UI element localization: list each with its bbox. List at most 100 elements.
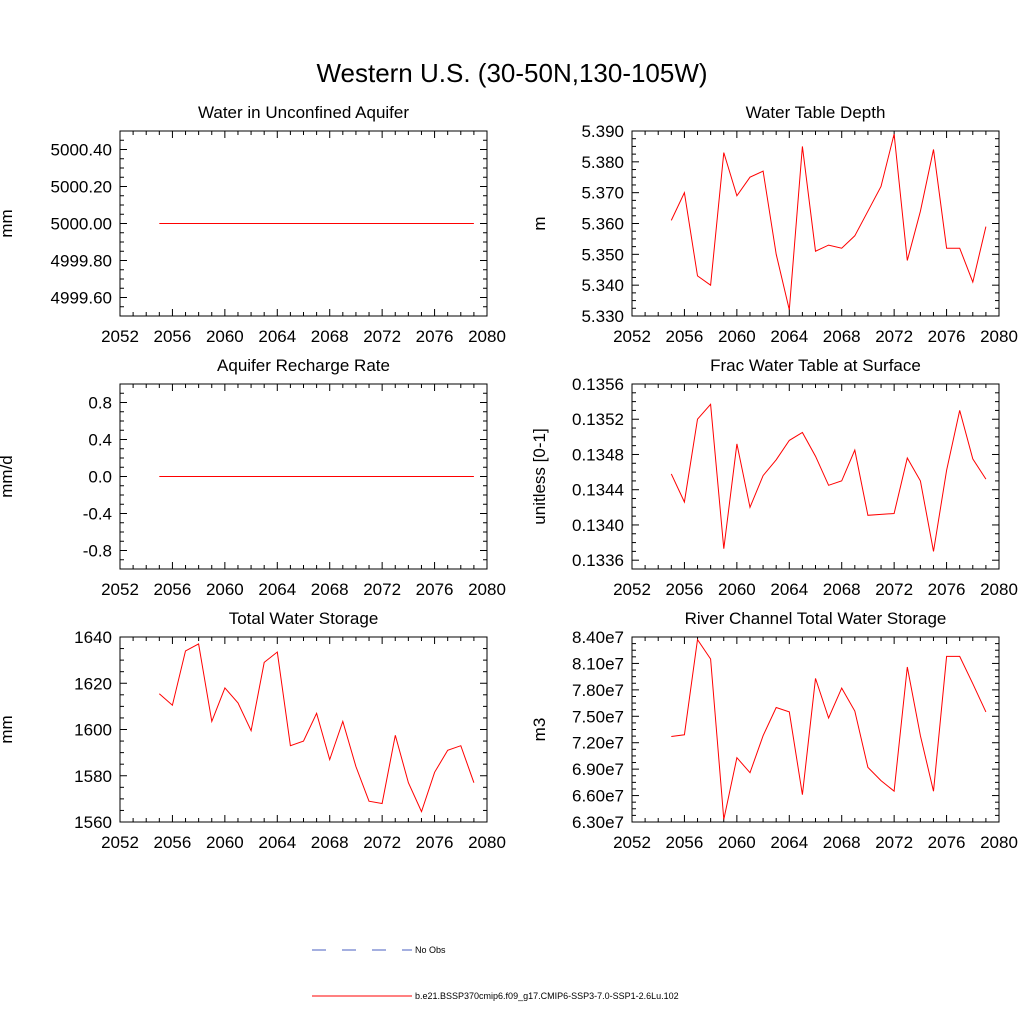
- series-line: [671, 638, 987, 820]
- series-line: [158, 643, 475, 813]
- x-tick-label: 2056: [154, 327, 192, 346]
- y-tick-label: 5.340: [581, 276, 624, 295]
- series-line: [670, 403, 987, 552]
- y-tick-label: -0.8: [83, 542, 112, 561]
- panel-2: Water Table Depth 2052 2056 2060 2064 2068 207…: [530, 103, 1018, 346]
- series-line: [670, 133, 987, 310]
- y-tick-label: 0.1352: [572, 410, 624, 429]
- y-tick-label: 4999.80: [51, 252, 112, 271]
- panel-title: Water Table Depth: [746, 103, 886, 122]
- x-tick-label: 2064: [770, 327, 808, 346]
- x-tick-label: 2080: [980, 327, 1018, 346]
- panel-title: Total Water Storage: [229, 609, 379, 628]
- y-tick-label: 1600: [74, 721, 112, 740]
- x-tick-label: 2076: [416, 833, 454, 852]
- y-axis-label: mm/d: [0, 455, 16, 498]
- y-tick-label: 5.330: [581, 307, 624, 326]
- x-tick-label: 2060: [718, 833, 756, 852]
- y-axis-label: unitless [0-1]: [530, 428, 549, 524]
- x-tick-label: 2080: [468, 327, 506, 346]
- x-tick-label: 2056: [666, 327, 704, 346]
- y-tick-label: 5000.00: [51, 215, 112, 234]
- panel-title: Aquifer Recharge Rate: [217, 356, 390, 375]
- x-tick-label: 2080: [980, 580, 1018, 599]
- legend-entry-obs: No Obs: [312, 945, 446, 955]
- x-tick-label: 2080: [980, 833, 1018, 852]
- x-tick-label: 2064: [258, 833, 296, 852]
- legend-entry-model: b.e21.BSSP370cmip6.f09_g17.CMIP6-SSP3-7.…: [312, 991, 679, 1001]
- y-tick-label: 1560: [74, 813, 112, 832]
- y-tick-label: 5.370: [581, 184, 624, 203]
- plot-frame: [631, 636, 1000, 823]
- x-tick-label: 2076: [928, 833, 966, 852]
- panel-1: Water in Unconfined Aquifer 2052 2056 2060 2…: [0, 103, 506, 346]
- x-tick-label: 2060: [206, 327, 244, 346]
- x-tick-label: 2056: [154, 833, 192, 852]
- x-tick-label: 2056: [666, 580, 704, 599]
- legend-label-obs: No Obs: [415, 945, 446, 955]
- x-tick-label: 2068: [823, 327, 861, 346]
- x-tick-label: 2080: [468, 833, 506, 852]
- x-tick-label: 2068: [311, 580, 349, 599]
- x-tick-label: 2052: [101, 327, 139, 346]
- y-tick-label: 1580: [74, 767, 112, 786]
- x-tick-label: 2060: [718, 327, 756, 346]
- y-tick-label: 7.80e7: [572, 681, 624, 700]
- x-tick-label: 2056: [666, 833, 704, 852]
- y-tick-label: 0.1348: [572, 445, 624, 464]
- y-tick-label: 0.1344: [572, 481, 624, 500]
- y-tick-label: 8.10e7: [572, 654, 624, 673]
- x-tick-label: 2068: [311, 327, 349, 346]
- panel-title: River Channel Total Water Storage: [685, 609, 947, 628]
- x-tick-label: 2064: [258, 327, 296, 346]
- legend-label-model: b.e21.BSSP370cmip6.f09_g17.CMIP6-SSP3-7.…: [415, 991, 679, 1001]
- figure-title: Western U.S. (30-50N,130-105W): [316, 58, 707, 88]
- x-tick-label: 2076: [928, 327, 966, 346]
- y-tick-label: 7.20e7: [572, 734, 624, 753]
- x-tick-label: 2052: [101, 833, 139, 852]
- panel-title: Water in Unconfined Aquifer: [198, 103, 409, 122]
- y-tick-label: 6.60e7: [572, 787, 624, 806]
- plot-frame: [119, 636, 488, 823]
- x-tick-label: 2060: [206, 580, 244, 599]
- y-tick-label: 5.360: [581, 215, 624, 234]
- x-tick-label: 2072: [363, 327, 401, 346]
- x-tick-label: 2064: [770, 580, 808, 599]
- y-tick-label: 5.350: [581, 245, 624, 264]
- x-tick-label: 2076: [928, 580, 966, 599]
- y-axis-label: mm: [0, 715, 16, 743]
- panel-title: Frac Water Table at Surface: [710, 356, 921, 375]
- y-tick-label: 0.8: [88, 394, 112, 413]
- x-tick-label: 2076: [416, 580, 454, 599]
- x-tick-label: 2072: [875, 580, 913, 599]
- y-tick-label: 0.4: [88, 431, 112, 450]
- panels: Water in Unconfined Aquifer 2052 2056 2060 2…: [0, 103, 1018, 852]
- x-tick-label: 2052: [613, 580, 651, 599]
- y-tick-label: 6.30e7: [572, 813, 624, 832]
- y-tick-label: 5000.20: [51, 178, 112, 197]
- y-tick-label: 6.90e7: [572, 760, 624, 779]
- x-tick-label: 2056: [154, 580, 192, 599]
- y-tick-label: 7.50e7: [572, 707, 624, 726]
- y-tick-label: 1620: [74, 674, 112, 693]
- y-tick-label: 4999.60: [51, 289, 112, 308]
- y-tick-label: -0.4: [83, 505, 112, 524]
- y-axis-label: m: [530, 216, 549, 230]
- x-tick-label: 2052: [613, 327, 651, 346]
- x-tick-label: 2060: [718, 580, 756, 599]
- y-tick-label: 1640: [74, 628, 112, 647]
- x-tick-label: 2052: [613, 833, 651, 852]
- y-tick-label: 5.390: [581, 122, 624, 141]
- x-tick-label: 2064: [258, 580, 296, 599]
- y-axis-label: mm: [0, 209, 16, 237]
- y-tick-label: 5000.40: [51, 141, 112, 160]
- y-axis-label: m3: [530, 718, 549, 742]
- y-tick-label: 0.1336: [572, 551, 624, 570]
- x-tick-label: 2072: [875, 327, 913, 346]
- x-tick-label: 2080: [468, 580, 506, 599]
- panel-5: Total Water Storage 2052 2056 2060 2064 2068 2…: [0, 609, 506, 852]
- x-tick-label: 2052: [101, 580, 139, 599]
- x-tick-label: 2072: [363, 833, 401, 852]
- x-tick-label: 2060: [206, 833, 244, 852]
- panel-3: Aquifer Recharge Rate 2052 2056 2060 2064 206…: [0, 356, 506, 599]
